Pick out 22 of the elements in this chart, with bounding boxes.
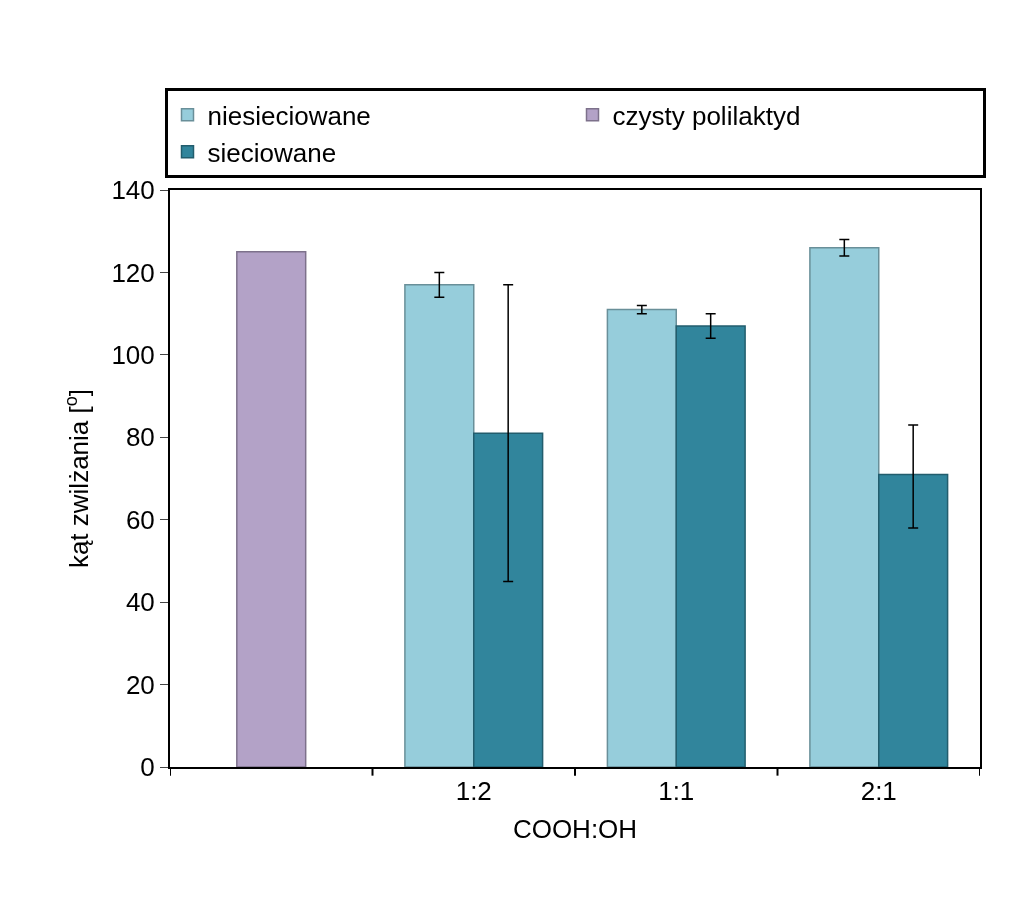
x-tick-label: 1:2 — [455, 776, 492, 807]
y-tick-label: 0 — [140, 752, 155, 783]
x-tick-label: 2:1 — [860, 776, 897, 807]
bar — [878, 473, 949, 767]
bar — [404, 284, 475, 767]
bar — [473, 432, 544, 767]
legend-label: czysty polilaktyd — [612, 101, 801, 131]
y-tick-label: 60 — [125, 504, 155, 535]
bar — [236, 251, 307, 767]
y-tick-label: 140 — [111, 175, 155, 206]
y-tick-label: 100 — [111, 339, 155, 370]
y-tick-label: 120 — [111, 257, 155, 288]
legend-label: sieciowane — [207, 137, 337, 168]
legend-label: niesieciowane — [207, 101, 371, 131]
x-axis-title: COOH:OH — [512, 814, 638, 845]
bar — [606, 308, 677, 767]
y-tick-label: 80 — [125, 422, 155, 453]
bar — [675, 325, 746, 767]
y-tick-label: 20 — [125, 669, 155, 700]
x-tick-label: 1:1 — [658, 776, 695, 807]
bar — [809, 246, 880, 767]
y-tick-label: 40 — [125, 587, 155, 618]
